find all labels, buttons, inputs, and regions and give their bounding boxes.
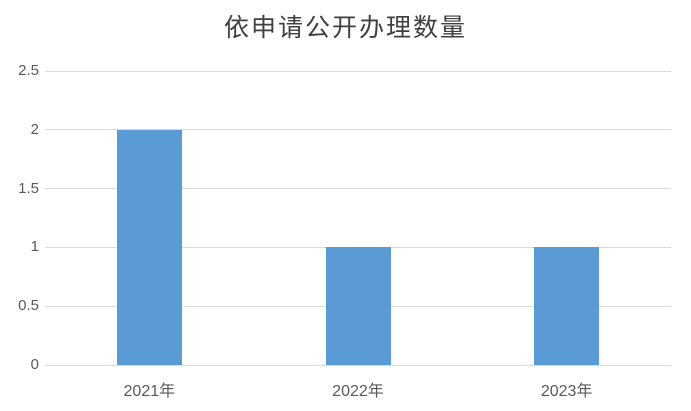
bar [116,129,182,365]
y-tick-label: 1.5 [18,179,39,197]
y-tick-label: 2 [30,120,39,138]
bar [534,247,600,365]
gridline [45,364,671,366]
x-tick-label: 2023年 [540,383,593,400]
y-tick-label: 2.5 [18,62,39,79]
gridline [45,70,671,72]
gridline [45,129,671,131]
x-tick-label: 2022年 [332,383,384,400]
y-tick-label: 0 [30,356,39,373]
gridline [45,188,671,190]
y-tick-label: 0.5 [18,297,39,315]
chart-title: 依申请公开办理数量 [223,13,467,42]
bar [325,247,391,365]
y-tick-label: 1 [30,238,39,256]
x-tick-label: 2021年 [123,383,176,400]
